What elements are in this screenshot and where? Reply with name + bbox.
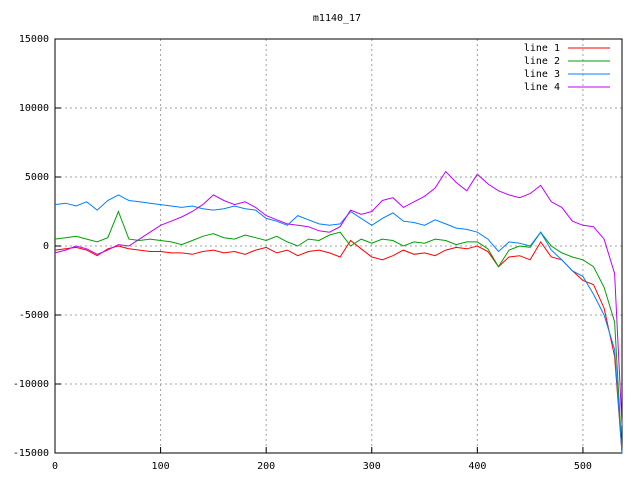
legend-label: line 1 — [524, 43, 560, 54]
legend-label: line 2 — [524, 56, 560, 67]
y-tick-label: 5000 — [25, 172, 49, 183]
y-tick-label: 15000 — [19, 34, 49, 45]
y-tick-label: 0 — [43, 241, 49, 252]
x-tick-label: 100 — [152, 461, 170, 472]
series-line — [54, 194, 623, 454]
series-line — [54, 239, 623, 454]
series-line — [54, 210, 623, 454]
legend-label: line 4 — [524, 82, 560, 93]
y-tick-label: 10000 — [19, 103, 49, 114]
x-tick-label: 400 — [468, 461, 486, 472]
y-tick-label: -15000 — [13, 448, 49, 459]
x-tick-label: 200 — [257, 461, 275, 472]
plot-frame — [54, 38, 623, 454]
x-tick-label: 500 — [574, 461, 592, 472]
y-tick-label: -10000 — [13, 379, 49, 390]
series-line — [54, 170, 623, 426]
x-tick-label: 300 — [363, 461, 381, 472]
legend-label: line 3 — [524, 69, 560, 80]
y-tick-label: -5000 — [19, 310, 49, 321]
x-tick-label: 0 — [52, 461, 58, 472]
chart-title: m1140_17 — [313, 13, 361, 24]
